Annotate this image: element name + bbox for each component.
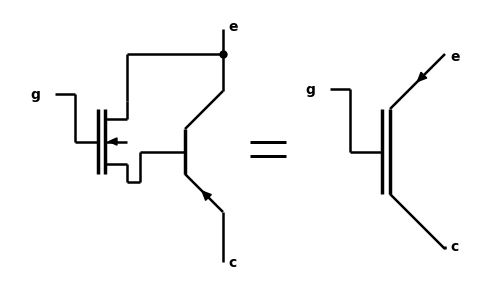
Polygon shape — [418, 72, 426, 81]
Text: g: g — [305, 83, 315, 97]
Polygon shape — [202, 191, 211, 200]
Text: e: e — [228, 20, 237, 34]
Polygon shape — [109, 138, 117, 145]
Text: c: c — [450, 240, 458, 254]
Text: g: g — [30, 88, 40, 102]
Text: c: c — [228, 256, 236, 270]
Text: e: e — [450, 50, 460, 64]
